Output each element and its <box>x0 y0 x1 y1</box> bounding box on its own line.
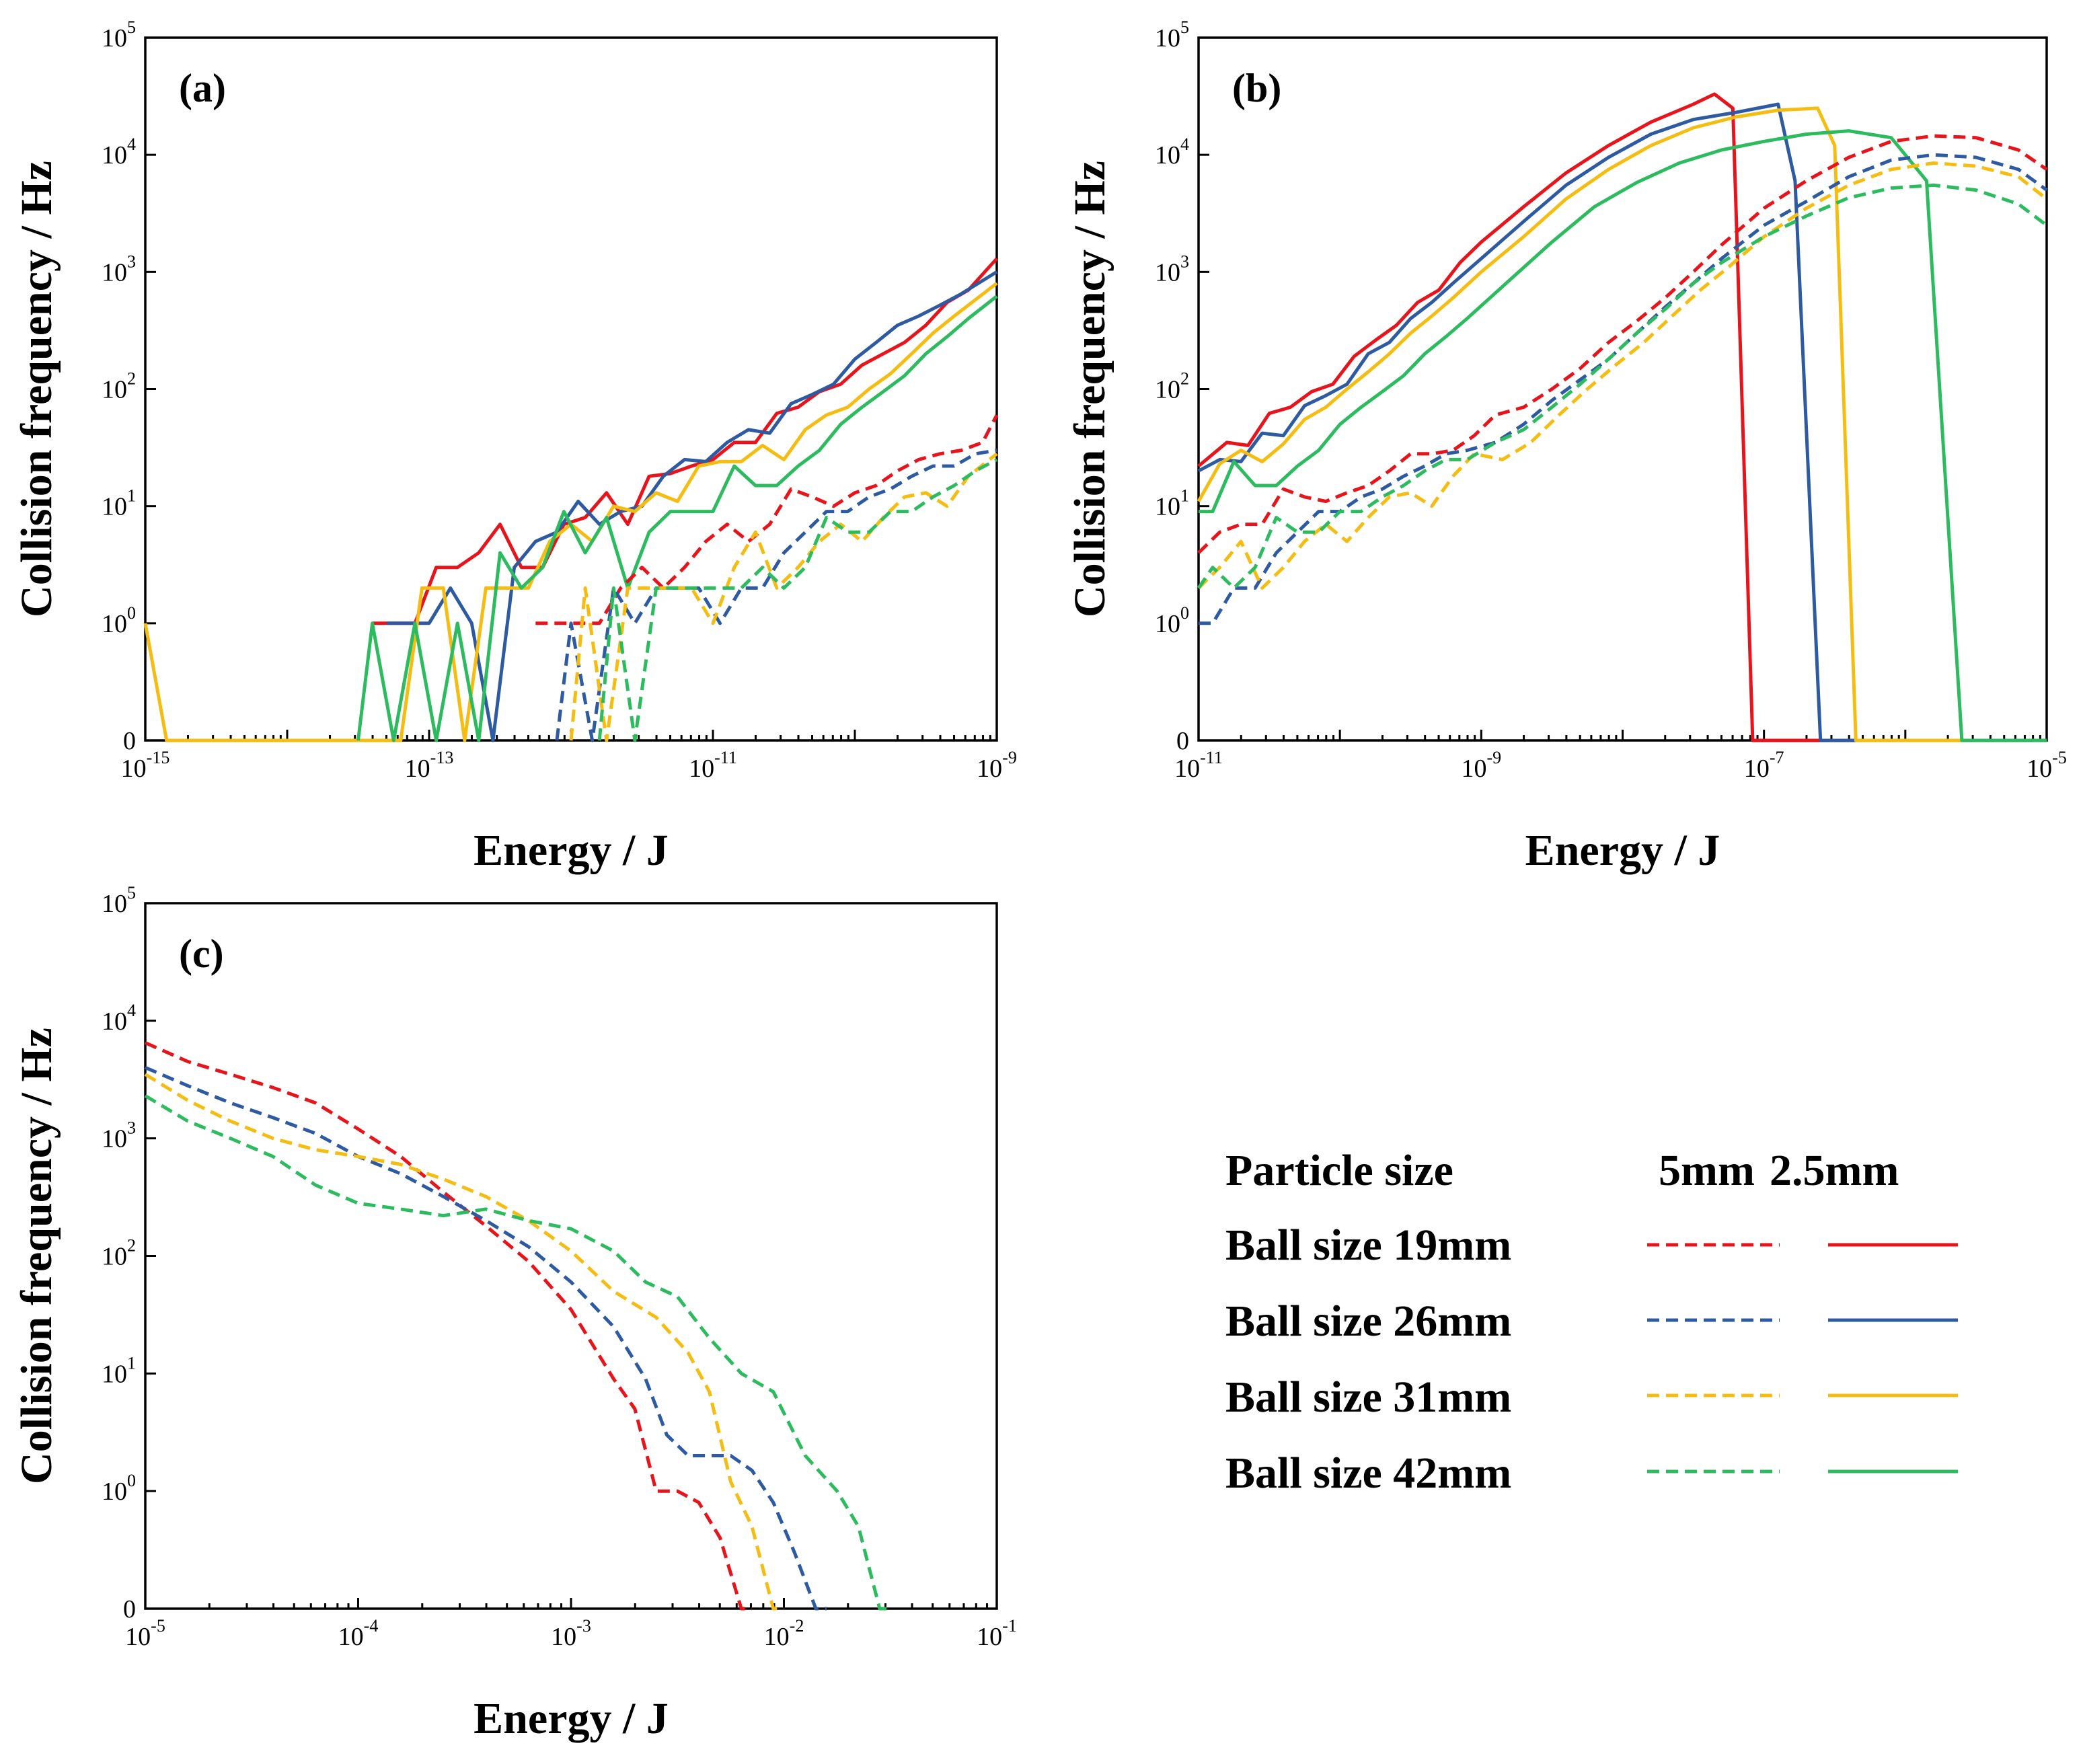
y-tick-label: 0 <box>123 1595 136 1623</box>
series-line-ball-26mm-2-5mm <box>1197 102 2047 742</box>
y-tick-label: 102 <box>1155 369 1189 404</box>
series-line-ball-19mm-5mm <box>1197 134 2048 554</box>
y-axis-title: Collision frequency / Hz <box>12 161 61 617</box>
series-line-ball-42mm-5mm <box>144 1094 891 1611</box>
legend-header: Particle size <box>1225 1146 1453 1195</box>
y-tick-label: 103 <box>102 1118 136 1153</box>
series-line-ball-26mm-2-5mm <box>386 270 998 742</box>
legend-label-19mm: Ball size 19mm <box>1225 1221 1511 1270</box>
panel-label: (a) <box>179 66 226 110</box>
series-line-ball-31mm-5mm <box>144 1073 784 1611</box>
x-tick-label: 10-4 <box>338 1616 379 1651</box>
plot-frame <box>144 902 998 1610</box>
x-tick-label: 10-11 <box>689 748 737 783</box>
x-tick-label: 10-2 <box>764 1616 804 1651</box>
plot-frame <box>1197 36 2048 742</box>
x-axis-title: Energy / J <box>474 826 669 875</box>
y-tick-label: 102 <box>102 369 136 404</box>
series-line-ball-42mm-5mm <box>1197 183 2048 590</box>
x-tick-label: 10-9 <box>977 748 1017 783</box>
series-line-ball-31mm-5mm <box>569 452 998 742</box>
legend-label-42mm: Ball size 42mm <box>1225 1449 1511 1498</box>
y-tick-label: 102 <box>102 1236 136 1271</box>
y-tick-label: 105 <box>102 17 136 52</box>
series-line-ball-31mm-2-5mm <box>1197 106 2047 742</box>
y-tick-label: 105 <box>1155 17 1189 52</box>
y-tick-label: 104 <box>102 1001 136 1036</box>
panel-label: (c) <box>179 931 224 976</box>
series-line-ball-26mm-5mm <box>555 449 997 742</box>
legend-col-5mm: 5mm <box>1659 1146 1755 1195</box>
legend-label-26mm: Ball size 26mm <box>1225 1297 1511 1346</box>
x-tick-label: 10-3 <box>551 1616 591 1651</box>
y-tick-label: 105 <box>102 883 136 918</box>
x-tick-label: 10-9 <box>1461 748 1501 783</box>
y-tick-label: 101 <box>102 1353 136 1388</box>
y-tick-label: 0 <box>123 727 136 755</box>
series-line-ball-26mm-5mm <box>1199 153 2048 625</box>
y-tick-label: 103 <box>1155 252 1189 286</box>
y-axis-title: Collision frequency / Hz <box>12 1028 61 1484</box>
series-line-ball-42mm-2-5mm <box>356 295 998 742</box>
series-line-ball-31mm-2-5mm <box>143 282 998 742</box>
series-line-ball-31mm-5mm <box>1197 161 2048 590</box>
panel-label: (b) <box>1232 66 1281 110</box>
legend: Particle size 5mm 2.5mm Ball size 19mm B… <box>1225 1146 1958 1498</box>
y-tick-label: 0 <box>1176 727 1189 755</box>
series-line-ball-26mm-5mm <box>145 1066 827 1611</box>
y-tick-label: 103 <box>102 252 136 286</box>
x-axis-title: Energy / J <box>1525 826 1720 875</box>
legend-col-2-5mm: 2.5mm <box>1770 1146 1899 1195</box>
y-tick-label: 101 <box>1155 486 1189 521</box>
y-tick-label: 101 <box>102 486 136 521</box>
series-line-ball-19mm-2-5mm <box>372 257 998 625</box>
y-tick-label: 100 <box>102 603 136 638</box>
y-tick-label: 100 <box>1155 603 1189 638</box>
series-line-ball-19mm-2-5mm <box>1197 92 2047 742</box>
x-tick-label: 10-1 <box>977 1616 1017 1651</box>
x-tick-label: 10-13 <box>405 748 454 783</box>
series-line-ball-19mm-5mm <box>535 414 999 625</box>
x-tick-label: 10-5 <box>2027 748 2067 783</box>
x-axis-title: Energy / J <box>474 1694 669 1743</box>
y-tick-label: 100 <box>102 1471 136 1506</box>
legend-label-31mm: Ball size 31mm <box>1225 1373 1511 1422</box>
x-tick-label: 10-7 <box>1744 748 1784 783</box>
y-tick-label: 104 <box>102 135 136 169</box>
y-tick-label: 104 <box>1155 135 1189 169</box>
y-axis-title: Collision frequency / Hz <box>1065 161 1114 617</box>
series-line-ball-42mm-2-5mm <box>1199 129 2047 742</box>
series-line-ball-19mm-5mm <box>144 1041 752 1611</box>
